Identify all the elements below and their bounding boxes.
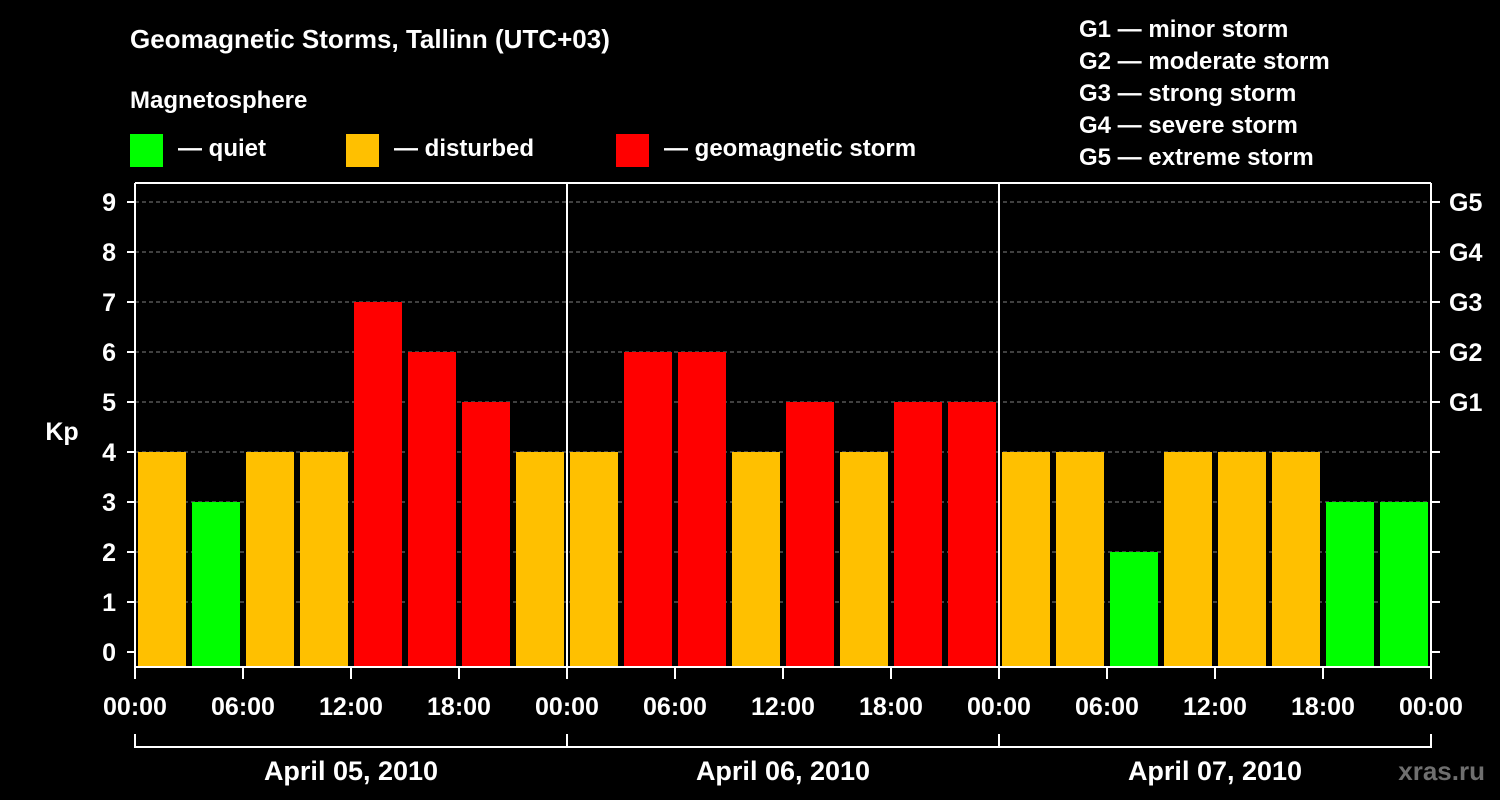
kp-bar-13: [840, 452, 888, 667]
legend-swatch-disturbed: [346, 134, 379, 167]
g-scale-label-g3: G3: [1449, 289, 1482, 317]
storm-scale-legend: G1 — minor storm G2 — moderate storm G3 …: [1079, 14, 1330, 174]
date-label-2: April 07, 2010: [1128, 756, 1302, 786]
x-tick-label-7: 18:00: [859, 693, 923, 721]
storm-scale-g4: G4 — severe storm: [1079, 112, 1298, 139]
kp-bar-17: [1056, 452, 1104, 667]
kp-bar-12: [786, 402, 834, 667]
kp-bar-6: [462, 402, 510, 667]
chart-subtitle: Magnetosphere: [130, 87, 308, 114]
x-tick-label-6: 12:00: [751, 693, 815, 721]
x-tick-label-5: 06:00: [643, 693, 707, 721]
storm-scale-g2: G2 — moderate storm: [1079, 48, 1330, 75]
kp-bar-8: [570, 452, 618, 667]
kp-bar-3: [300, 452, 348, 667]
kp-bar-15: [948, 402, 996, 667]
legend-label-storm: — geomagnetic storm: [664, 135, 917, 162]
x-tick-label-11: 18:00: [1291, 693, 1355, 721]
legend-label-disturbed: — disturbed: [394, 135, 535, 162]
g-scale-label-g2: G2: [1449, 339, 1482, 367]
y-tick-label-6: 6: [102, 339, 116, 367]
kp-bar-23: [1380, 502, 1428, 667]
y-tick-label-2: 2: [102, 539, 116, 567]
kp-bar-7: [516, 452, 564, 667]
y-tick-label-4: 4: [102, 439, 116, 467]
x-tick-label-0: 00:00: [103, 693, 167, 721]
g-scale-label-g5: G5: [1449, 189, 1482, 217]
kp-bar-21: [1272, 452, 1320, 667]
date-label-1: April 06, 2010: [696, 756, 870, 786]
x-tick-label-1: 06:00: [211, 693, 275, 721]
x-tick-label-12: 00:00: [1399, 693, 1463, 721]
y-tick-label-0: 0: [102, 639, 116, 667]
kp-bar-0: [138, 452, 186, 667]
x-tick-label-4: 00:00: [535, 693, 599, 721]
x-tick-label-10: 12:00: [1183, 693, 1247, 721]
storm-scale-g5: G5 — extreme storm: [1079, 144, 1314, 171]
x-tick-label-9: 06:00: [1075, 693, 1139, 721]
kp-bar-20: [1218, 452, 1266, 667]
legend-item-disturbed: — disturbed: [346, 134, 596, 168]
legend-item-quiet: — quiet: [130, 134, 330, 168]
g-scale-label-g1: G1: [1449, 389, 1482, 417]
kp-bar-4: [354, 302, 402, 667]
storm-scale-g3: G3 — strong storm: [1079, 80, 1297, 107]
kp-bar-9: [624, 352, 672, 667]
kp-bar-14: [894, 402, 942, 667]
y-tick-label-5: 5: [102, 389, 116, 417]
legend-swatch-quiet: [130, 134, 163, 167]
y-tick-label-3: 3: [102, 489, 116, 517]
legend-item-storm: — geomagnetic storm: [616, 134, 956, 168]
watermark: xras.ru: [1398, 756, 1485, 786]
y-tick-label-7: 7: [102, 289, 116, 317]
date-label-0: April 05, 2010: [264, 756, 438, 786]
legend-label-quiet: — quiet: [178, 135, 266, 162]
y-axis-label: Kp: [45, 418, 78, 446]
kp-bar-16: [1002, 452, 1050, 667]
kp-bar-18: [1110, 552, 1158, 667]
x-tick-label-2: 12:00: [319, 693, 383, 721]
kp-bar-19: [1164, 452, 1212, 667]
x-tick-label-8: 00:00: [967, 693, 1031, 721]
kp-bar-11: [732, 452, 780, 667]
x-tick-label-3: 18:00: [427, 693, 491, 721]
chart-title: Geomagnetic Storms, Tallinn (UTC+03): [130, 24, 610, 54]
y-tick-label-8: 8: [102, 239, 116, 267]
y-tick-label-9: 9: [102, 189, 116, 217]
kp-bar-10: [678, 352, 726, 667]
kp-bar-22: [1326, 502, 1374, 667]
y-tick-label-1: 1: [102, 589, 116, 617]
legend-swatch-storm: [616, 134, 649, 167]
storm-scale-g1: G1 — minor storm: [1079, 16, 1289, 43]
kp-bar-5: [408, 352, 456, 667]
kp-bar-1: [192, 502, 240, 667]
g-scale-label-g4: G4: [1449, 239, 1482, 267]
kp-bar-2: [246, 452, 294, 667]
